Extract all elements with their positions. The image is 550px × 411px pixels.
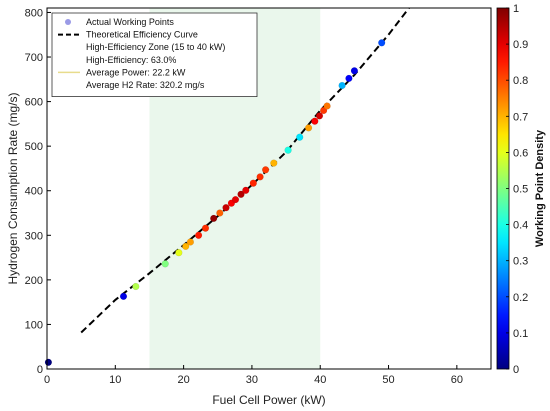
x-tick-label: 50 (382, 374, 394, 386)
x-tick-label: 30 (246, 374, 258, 386)
legend-entry-label: Theoretical Efficiency Curve (86, 30, 198, 40)
colorbar-title: Working Point Density (534, 129, 546, 247)
working-point (210, 214, 218, 223)
x-tick-label: 60 (451, 374, 463, 386)
legend-box (51, 12, 258, 97)
working-point (231, 195, 240, 204)
legend-entry-label: High-Efficiency Zone (15 to 40 kW) (86, 42, 225, 52)
y-tick-label: 600 (25, 97, 43, 109)
working-point (311, 117, 319, 125)
colorbar-tick-label: 0.7 (513, 111, 528, 123)
working-point (323, 102, 331, 110)
working-point (338, 81, 346, 90)
x-tick-label: 0 (44, 374, 50, 386)
working-point (222, 204, 230, 212)
y-tick-label: 800 (25, 7, 43, 19)
working-point (249, 179, 257, 187)
working-point (284, 146, 292, 154)
working-point (261, 166, 270, 174)
working-point (186, 238, 195, 246)
colorbar-tick-label: 1 (513, 3, 519, 15)
x-axis-ticks: 0 10 20 30 40 50 60 (44, 365, 463, 386)
working-point (304, 124, 313, 132)
y-tick-label: 700 (25, 52, 43, 64)
legend-entry-label: Actual Working Points (86, 17, 174, 27)
working-point (256, 173, 264, 181)
working-point (44, 358, 53, 366)
working-point (175, 249, 183, 257)
x-axis-title: Fuel Cell Power (kW) (212, 393, 325, 407)
y-tick-label: 200 (25, 275, 43, 287)
x-tick-label: 10 (109, 374, 121, 386)
working-point (345, 74, 353, 83)
y-tick-label: 300 (25, 230, 43, 242)
working-points-layer (44, 39, 386, 366)
working-point (161, 260, 169, 268)
working-point (182, 242, 190, 251)
colorbar-tick-label: 0.6 (513, 147, 528, 159)
x-tick-label: 40 (314, 374, 326, 386)
colorbar-tick-label: 0.5 (513, 184, 528, 196)
working-point (194, 231, 203, 239)
working-point (119, 292, 128, 301)
y-tick-label: 0 (37, 364, 43, 376)
working-point (132, 282, 140, 291)
y-axis-ticks: 0 100 200 300 400 500 600 700 800 (25, 7, 51, 376)
colorbar-tick-label: 0 (513, 364, 519, 376)
legend-entry-label: Average H2 Rate: 320.2 mg/s (86, 80, 205, 90)
working-point (315, 112, 324, 120)
working-point (296, 133, 304, 141)
colorbar-tick-label: 0.8 (513, 75, 528, 87)
y-axis-title: Hydrogen Consumption Rate (mg/s) (6, 92, 20, 284)
working-point (216, 209, 224, 217)
y-tick-label: 500 (25, 141, 43, 153)
working-point (242, 186, 250, 194)
colorbar-tick-label: 0.4 (513, 220, 528, 232)
plot-frame (46, 7, 492, 370)
working-point (350, 67, 359, 75)
working-point (270, 159, 278, 167)
legend-marker-dot (65, 19, 71, 25)
colorbar-tick-label: 0.1 (513, 328, 528, 340)
legend-entry-label: High-Efficiency: 63.0% (86, 55, 176, 65)
colorbar: 0 0.1 0.2 0.3 0.4 0.5 0.6 0.7 0.8 0.9 1 (496, 3, 528, 376)
colorbar-tick-label: 0.2 (513, 292, 528, 304)
legend-entry-label: Average Power: 22.2 kW (86, 67, 186, 77)
y-tick-label: 100 (25, 319, 43, 331)
y-tick-label: 400 (25, 186, 43, 198)
legend: Actual Working Points Theoretical Efficie… (51, 12, 258, 97)
colorbar-tick-label: 0.9 (513, 39, 528, 51)
colorbar-tick-label: 0.3 (513, 256, 528, 268)
working-point (378, 39, 386, 47)
working-point (201, 224, 210, 232)
x-tick-label: 20 (177, 374, 189, 386)
working-point (237, 190, 245, 198)
